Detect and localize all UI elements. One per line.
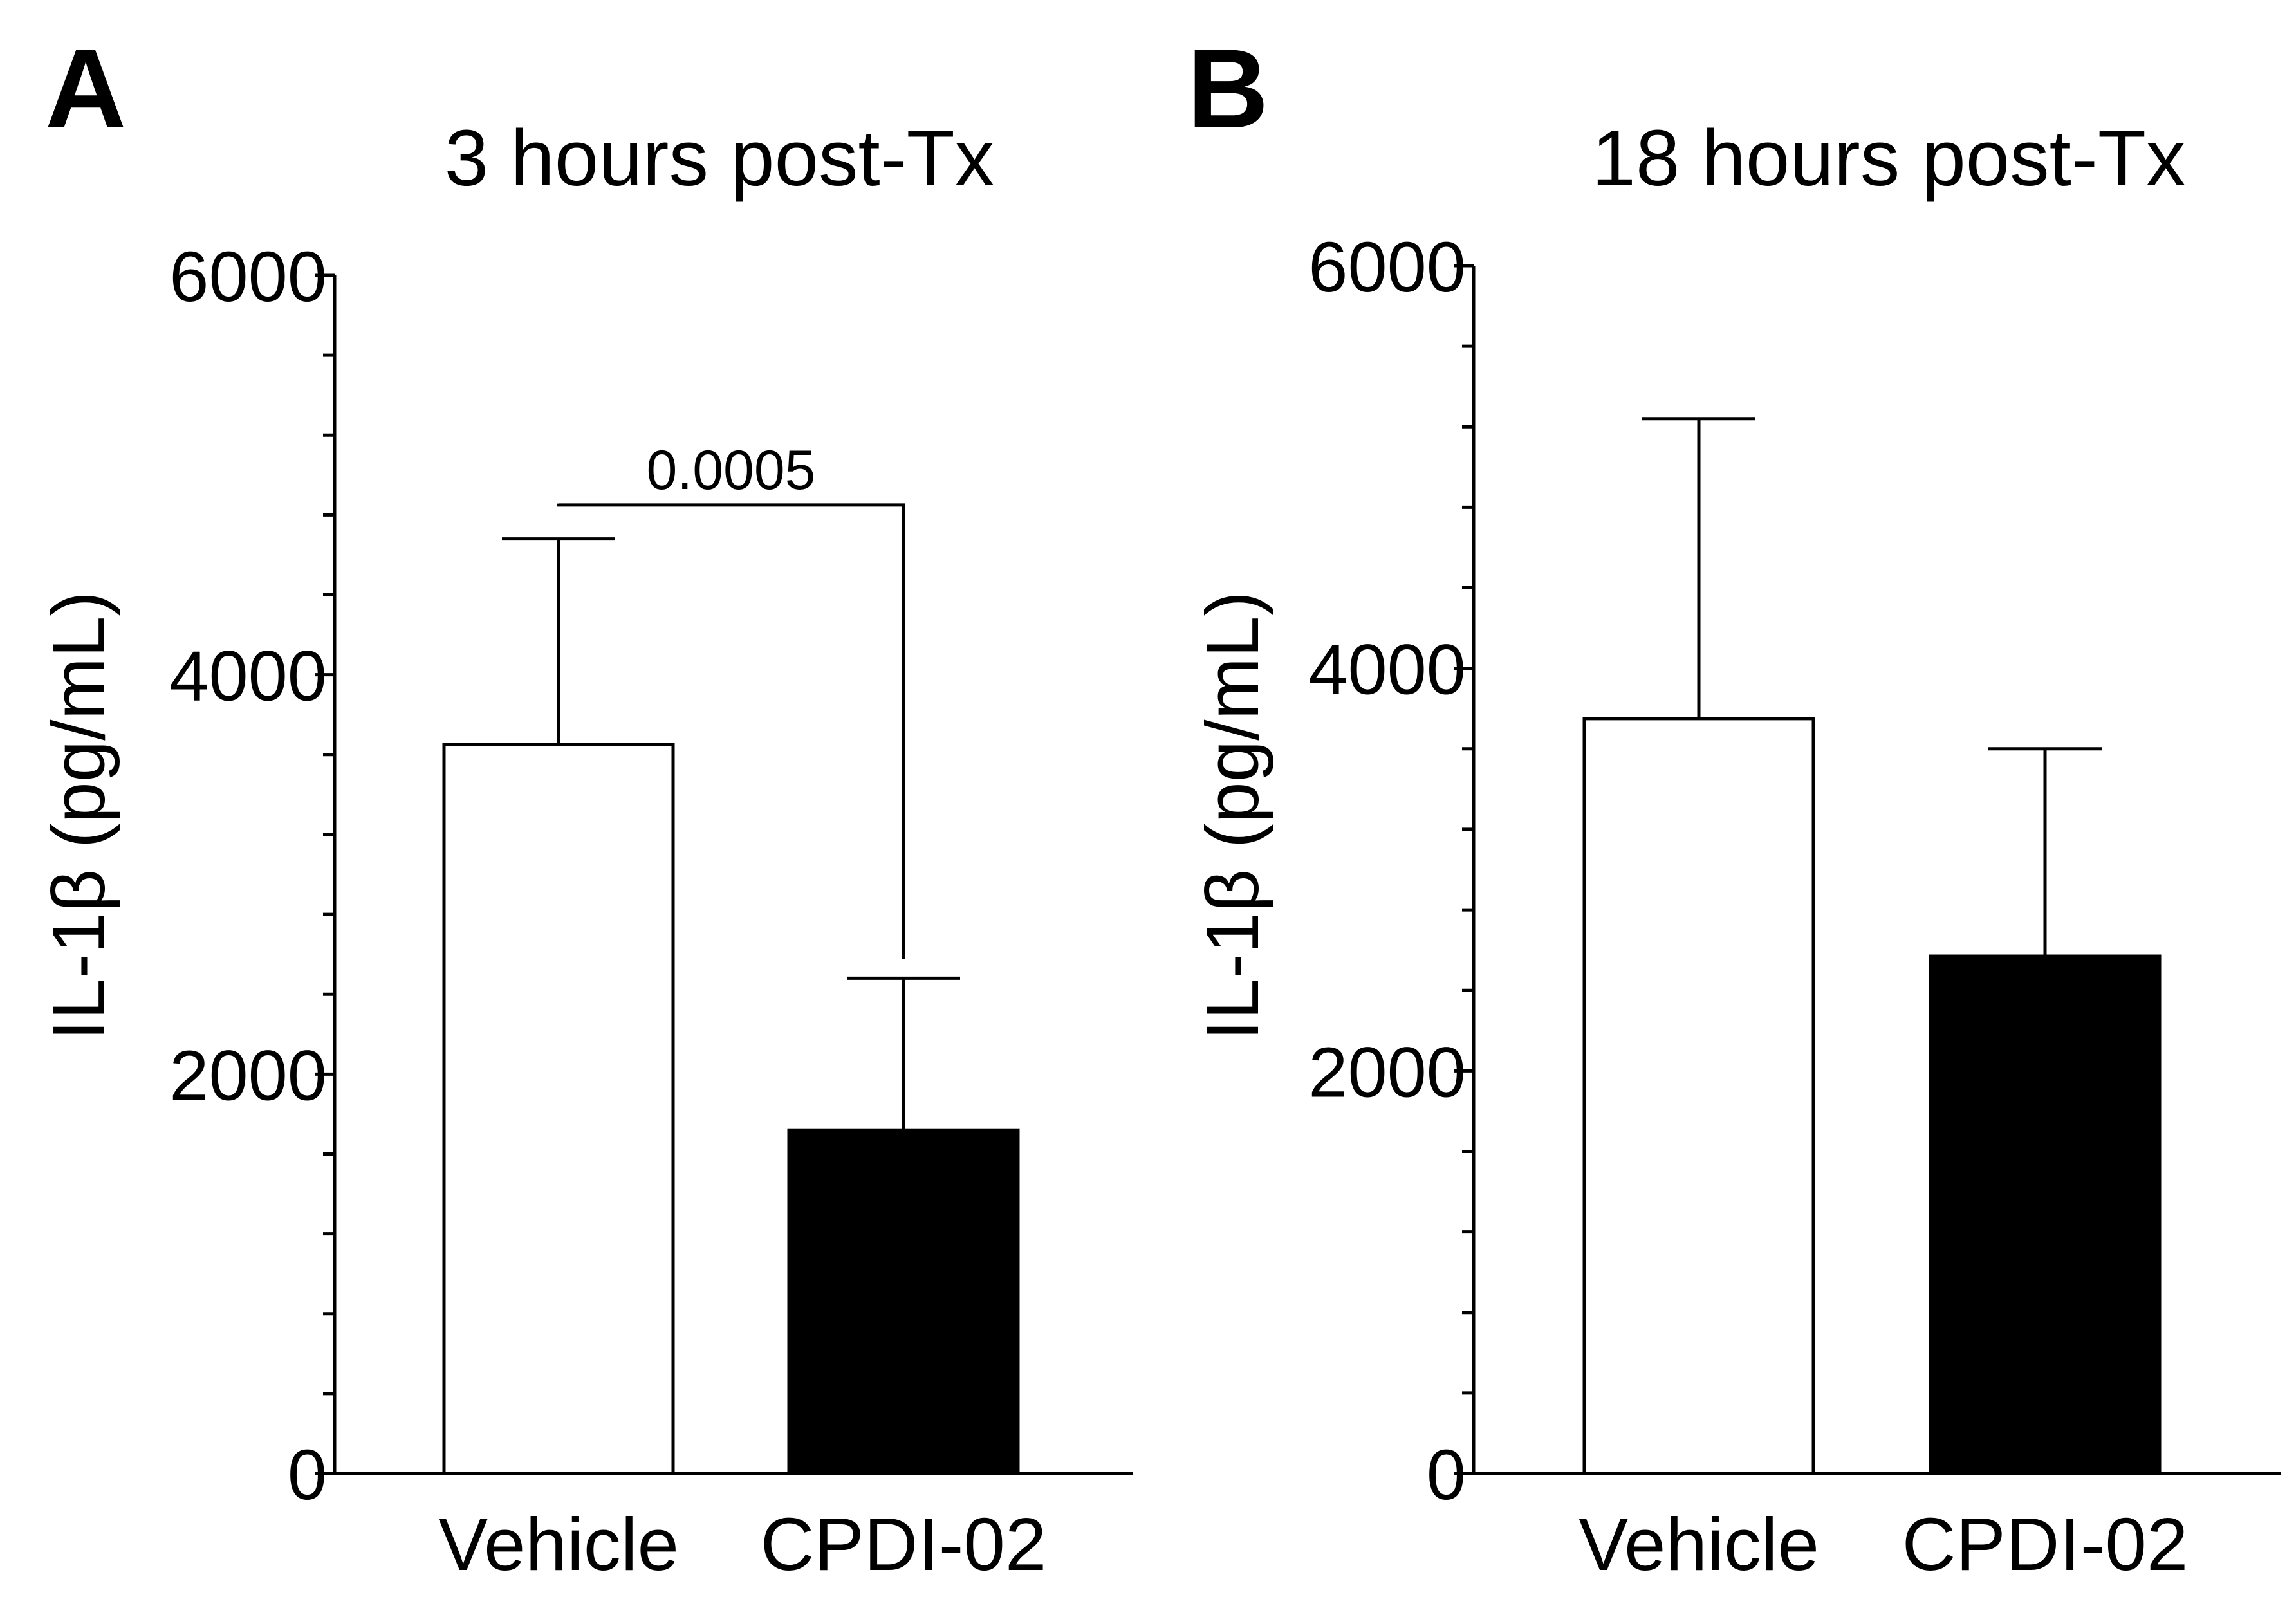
panel-a-bar-1 (787, 1128, 1020, 1475)
panel-a-bar-0 (442, 743, 675, 1475)
panel-b-bar-1 (1929, 954, 2162, 1475)
panel-a-p-value-label: 0.0005 (646, 439, 815, 501)
panel-a-ticks: 0 2000 4000 6000 (169, 237, 335, 1515)
panel-b-y-tick-label: 2000 (1308, 1033, 1466, 1112)
panel-a-y-tick-label: 6000 (169, 237, 327, 317)
panel-b-y-tick-label: 0 (1427, 1435, 1466, 1515)
panel-a-y-axis-label: IL-1β (pg/mL) (37, 591, 120, 1041)
panel-b-category-label-0: Vehicle (1578, 1502, 1819, 1586)
panel-b-error-bars (1642, 417, 2102, 957)
panel-a-significance-bracket (557, 503, 905, 959)
panel-b-title: 18 hours post-Tx (1592, 115, 2186, 203)
panel-a-error-bar-0 (502, 537, 615, 745)
panel-a-category-label-0: Vehicle (438, 1502, 679, 1586)
panel-b-y-tick-label: 4000 (1308, 631, 1466, 710)
panel-a-title: 3 hours post-Tx (445, 115, 995, 203)
panel-b-y-tick-label: 6000 (1308, 228, 1466, 307)
panel-letter-a: A (45, 26, 126, 152)
panel-letter-b: B (1187, 26, 1268, 152)
panel-a-error-bar-1 (847, 976, 960, 1131)
panel-a-chart: A 3 hours post-Tx IL-1β (pg/mL) 0 2000 400… (37, 26, 1133, 1586)
panel-b-bars (1582, 717, 2162, 1475)
panel-a-annotations: 0.0005 (557, 439, 905, 959)
panel-a-y-tick-label: 4000 (169, 637, 327, 716)
panel-b-chart: B 18 hours post-Tx IL-1β (pg/mL) 0 2000 40… (1187, 26, 2281, 1586)
panel-a-category-labels: Vehicle CPDI-02 (438, 1502, 1046, 1586)
panel-a-axes (333, 275, 1133, 1475)
panel-b-axes (1472, 266, 2281, 1475)
panel-a-category-label-1: CPDI-02 (761, 1502, 1047, 1586)
panel-b-bar-0 (1582, 717, 1815, 1475)
panel-a-y-tick-label: 2000 (169, 1036, 327, 1115)
panel-a-bars (442, 743, 1020, 1475)
panel-b-error-bar-1 (1988, 747, 2102, 957)
panel-b-error-bar-0 (1642, 417, 1755, 719)
panel-a-error-bars (502, 537, 960, 1131)
panel-b-category-label-1: CPDI-02 (1902, 1502, 2189, 1586)
panel-b-ticks: 0 2000 4000 6000 (1308, 228, 1474, 1515)
panel-b-y-axis-label: IL-1β (pg/mL) (1190, 591, 1274, 1041)
panel-a-y-tick-label: 0 (288, 1435, 327, 1515)
panel-b-category-labels: Vehicle CPDI-02 (1578, 1502, 2188, 1586)
